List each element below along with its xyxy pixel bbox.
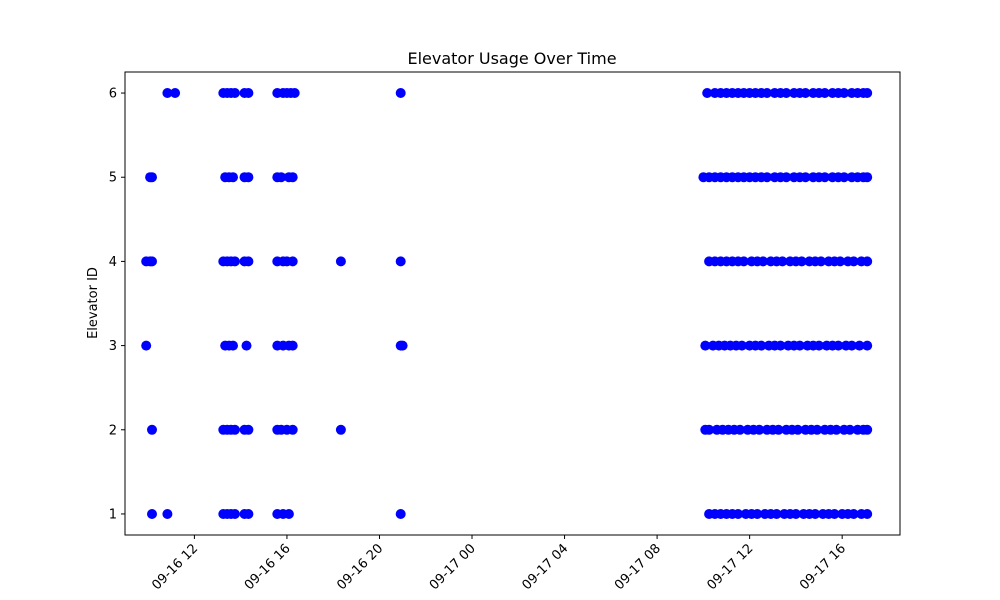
data-point <box>738 256 749 267</box>
data-point <box>781 88 792 98</box>
data-point <box>283 509 294 519</box>
data-point <box>229 509 240 519</box>
y-tick-label: 5 <box>109 171 117 186</box>
data-point <box>775 340 786 351</box>
data-point <box>854 340 865 351</box>
y-axis: 1 2 3 4 5 6 <box>109 87 125 522</box>
data-point <box>243 424 254 435</box>
y-tick-label: 6 <box>109 87 117 102</box>
data-point <box>141 340 152 351</box>
data-point <box>816 256 826 267</box>
data-point <box>848 509 859 519</box>
data-point <box>862 509 873 519</box>
data-point <box>704 424 715 435</box>
data-point <box>395 88 406 98</box>
data-point <box>700 340 711 351</box>
data-point <box>810 509 821 519</box>
points-layer <box>141 88 873 519</box>
data-point <box>241 340 252 351</box>
data-point <box>228 340 238 351</box>
data-point <box>758 256 769 267</box>
data-point <box>754 424 765 435</box>
data-point <box>289 88 300 98</box>
data-point <box>835 256 846 267</box>
data-point <box>848 256 859 267</box>
data-point <box>844 424 855 435</box>
data-point <box>395 256 406 267</box>
data-point <box>228 172 238 183</box>
data-point <box>812 424 823 435</box>
data-point <box>287 172 298 183</box>
data-point <box>846 340 857 351</box>
data-point <box>147 256 157 267</box>
data-point <box>814 340 824 351</box>
data-point <box>147 509 157 519</box>
data-point <box>862 172 873 183</box>
data-point <box>829 509 840 519</box>
y-tick-label: 2 <box>109 423 117 438</box>
data-point <box>162 509 173 519</box>
data-point <box>862 256 873 267</box>
data-point <box>229 424 240 435</box>
data-point <box>702 88 713 98</box>
data-point <box>243 256 254 267</box>
data-point <box>781 172 792 183</box>
data-point <box>794 340 805 351</box>
data-point <box>397 340 408 351</box>
data-point <box>833 340 844 351</box>
data-point <box>162 88 173 98</box>
y-tick-label: 3 <box>109 339 117 354</box>
plot-area-frame <box>124 71 901 536</box>
data-point <box>147 424 157 435</box>
data-point <box>736 340 747 351</box>
data-point <box>395 509 406 519</box>
data-point <box>862 424 873 435</box>
data-point <box>831 424 842 435</box>
data-point <box>792 424 803 435</box>
chart-title: Elevator Usage Over Time <box>407 49 616 68</box>
data-point <box>147 172 157 183</box>
data-point <box>243 88 254 98</box>
y-tick-label: 1 <box>109 507 117 522</box>
data-point <box>335 256 346 267</box>
data-point <box>276 172 287 183</box>
data-point <box>752 509 763 519</box>
data-point <box>287 340 298 351</box>
data-point <box>773 424 784 435</box>
data-point <box>243 509 254 519</box>
data-point <box>733 509 744 519</box>
data-point <box>229 88 240 98</box>
data-point <box>756 340 767 351</box>
data-point <box>771 509 782 519</box>
data-point <box>839 88 850 98</box>
data-point <box>800 88 811 98</box>
data-point <box>243 172 254 183</box>
data-point <box>800 172 811 183</box>
data-point <box>762 172 772 183</box>
data-point <box>287 424 298 435</box>
data-point <box>170 88 181 98</box>
data-point <box>335 424 346 435</box>
data-point <box>839 172 850 183</box>
data-point <box>862 88 873 98</box>
data-point <box>287 256 298 267</box>
data-point <box>762 88 772 98</box>
data-point <box>796 256 807 267</box>
data-point <box>819 88 830 98</box>
data-point <box>777 256 788 267</box>
data-point <box>819 172 830 183</box>
y-tick-label: 4 <box>109 255 117 270</box>
data-point <box>790 509 801 519</box>
y-axis-label: Elevator ID <box>86 267 101 339</box>
data-point <box>735 424 745 435</box>
data-point <box>229 256 240 267</box>
data-point <box>862 340 873 351</box>
